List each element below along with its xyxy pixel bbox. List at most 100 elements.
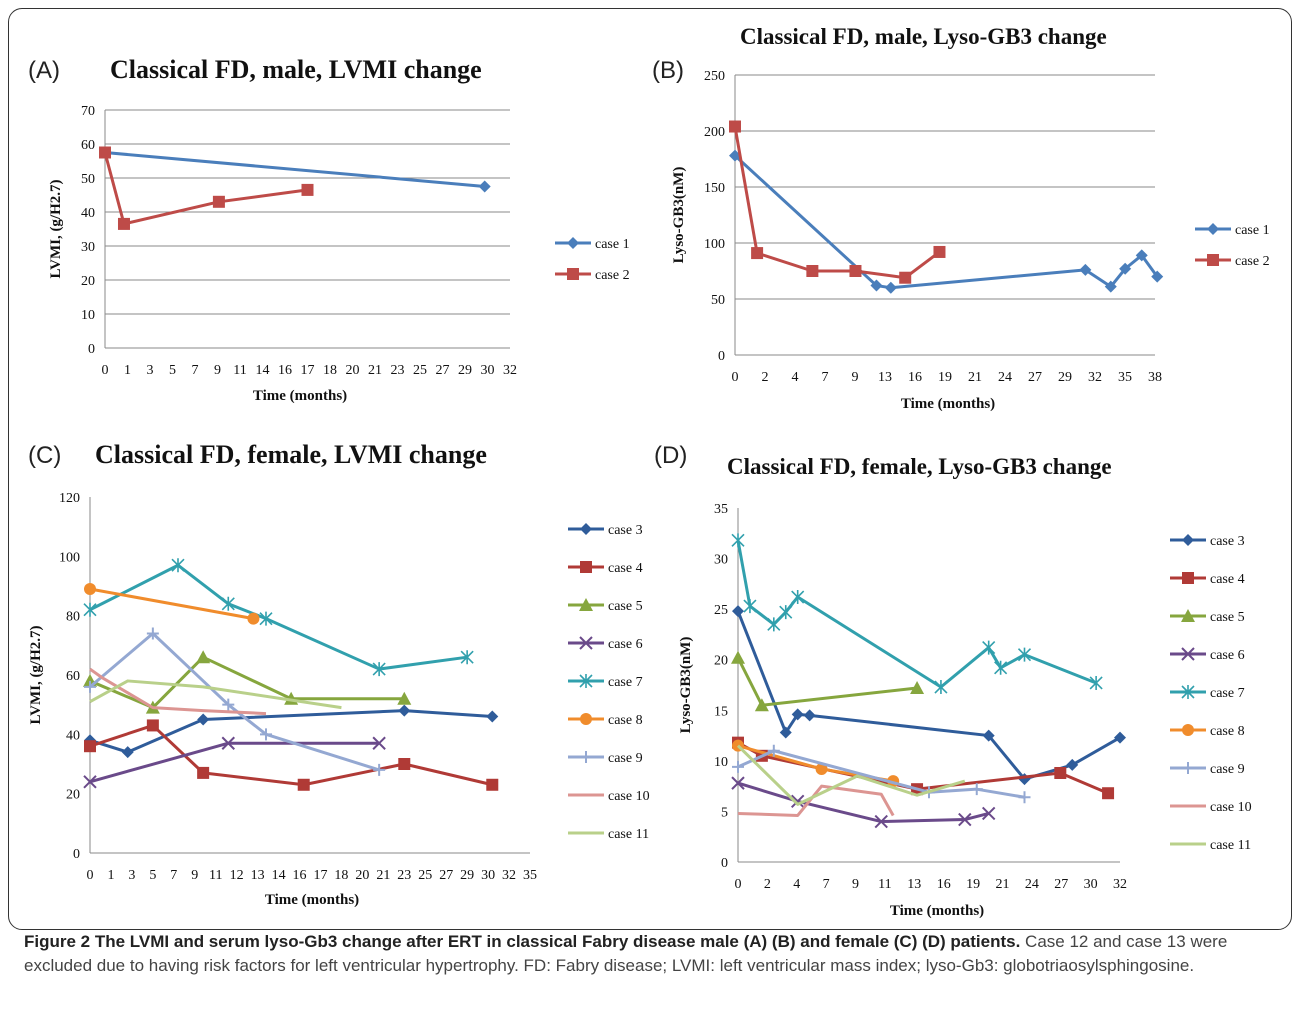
legend-marker [580,523,592,535]
legend-label: case 3 [1210,534,1245,549]
legend-label: case 10 [608,789,650,804]
legend-label: case 8 [608,713,643,728]
data-point [1054,766,1067,779]
legend-marker [579,674,593,688]
data-point [398,704,411,717]
x-tick-label: 14 [272,868,286,883]
data-point [806,265,819,277]
data-point [397,691,412,705]
x-tick-label: 21 [995,877,1009,892]
legend-label: case 8 [1210,724,1245,739]
data-point [754,698,769,712]
data-point [1104,280,1117,293]
data-point [372,736,386,750]
data-point [982,729,995,742]
x-tick-label: 18 [334,868,348,883]
y-tick-label: 0 [718,349,725,364]
y-tick-label: 35 [714,502,728,517]
legend-marker [1182,762,1194,774]
data-point [779,726,792,739]
figure-canvas: (A) Classical FD, male, LVMI change010203… [28,24,1270,919]
x-tick-label: 24 [1025,877,1039,892]
series-line [89,667,267,716]
series-case-11 [89,679,342,710]
x-tick-label: 35 [1118,370,1132,385]
x-tick-label: 25 [418,868,432,883]
y-tick-label: 0 [73,847,80,862]
x-tick-label: 11 [233,363,246,378]
x-axis-label: Time (months) [890,903,984,919]
data-point [196,650,211,664]
legend-label: case 6 [1210,648,1245,663]
legend-marker [1181,647,1195,661]
x-tick-label: 25 [413,363,427,378]
legend-label: case 10 [1210,800,1252,815]
x-tick-label: 17 [313,868,327,883]
series-case-7 [731,533,1103,695]
x-tick-label: 1 [107,868,114,883]
legend-marker [579,636,593,650]
series-line [89,563,468,671]
series-line [736,744,966,806]
legend-marker [1181,609,1195,622]
panel-label: (B) [652,57,684,84]
y-tick-label: 50 [81,172,95,187]
legend-label: case 7 [608,675,643,690]
legend-marker [580,561,592,573]
x-tick-label: 16 [908,370,922,385]
y-tick-label: 15 [714,704,728,719]
data-point [791,708,804,721]
x-tick-label: 16 [278,363,292,378]
caption-text: Case 12 and case 13 were excluded due to… [24,932,1228,975]
legend-label: case 1 [595,237,630,252]
legend-marker [580,751,592,763]
series-case-7 [83,558,474,677]
data-point [297,778,310,791]
data-point [1066,758,1079,771]
legend-marker [1207,254,1219,266]
data-point [934,680,948,695]
y-tick-label: 30 [81,240,95,255]
x-tick-label: 20 [346,363,360,378]
y-tick-label: 25 [714,603,728,618]
data-point [732,605,744,618]
series-case-8 [84,582,260,625]
chart-title: Classical FD, female, Lyso-GB3 change [727,454,1112,479]
data-point [372,662,386,677]
x-tick-label: 16 [937,877,951,892]
data-point [1135,249,1148,262]
chart-panel-b: (B) Classical FD, male, Lyso-GB3 change 0 5… [652,24,1270,412]
x-tick-label: 5 [149,868,156,883]
data-point [301,183,314,196]
y-tick-label: 200 [704,125,725,140]
y-tick-label: 40 [66,728,80,743]
x-tick-label: 35 [523,868,537,883]
x-tick-label: 21 [368,363,382,378]
x-tick-label: 16 [293,868,307,883]
x-tick-label: 13 [251,868,265,883]
x-tick-label: 0 [87,868,94,883]
data-point [849,265,862,277]
data-point [117,217,130,230]
x-tick-label: 9 [852,877,859,892]
data-point [1114,731,1126,744]
legend-label: case 1 [1235,223,1270,238]
data-point [1079,263,1092,276]
legend-label: case 2 [1235,254,1270,269]
data-point [884,281,897,294]
legend-label: case 4 [608,561,643,576]
data-point [899,271,912,284]
data-point [874,814,888,829]
x-tick-label: 13 [878,370,892,385]
series-case-10 [737,784,895,817]
y-tick-label: 60 [66,669,80,684]
x-tick-label: 3 [147,363,154,378]
data-point [1089,675,1103,690]
x-axis-label: Time (months) [253,388,347,404]
series-line [733,126,941,280]
legend-label: case 7 [1210,686,1245,701]
y-tick-label: 10 [714,755,728,770]
legend-marker [1182,572,1194,584]
data-point [83,602,97,617]
data-point [373,763,386,776]
